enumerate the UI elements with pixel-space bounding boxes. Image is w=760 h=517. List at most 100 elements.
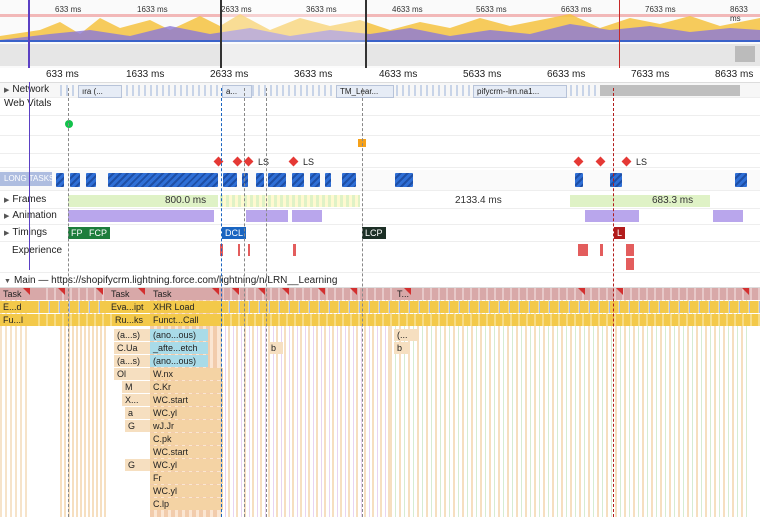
layout-shift[interactable]: [293, 244, 296, 256]
function-block[interactable]: WC.yl: [150, 485, 223, 497]
long-task[interactable]: [242, 173, 248, 187]
flame-row: Task Task Task T...: [0, 288, 760, 301]
expand-arrow-icon[interactable]: ▶: [4, 87, 10, 94]
anonymous-block[interactable]: (a...s): [114, 355, 151, 367]
ruler-tick: 6633 ms: [547, 69, 586, 80]
frames-track-label[interactable]: ▶Frames: [4, 194, 46, 205]
network-request[interactable]: [600, 85, 740, 96]
long-task[interactable]: [268, 173, 286, 187]
long-task[interactable]: [610, 173, 622, 187]
anonymous-block[interactable]: (ano...ous): [150, 329, 208, 341]
function-block[interactable]: G: [125, 420, 151, 432]
animation-track[interactable]: ▶ Animation: [0, 208, 760, 225]
main-thread-label[interactable]: ▼ Main — https://shopifycrm.lightning.for…: [4, 275, 338, 286]
ruler-tick: 2633 ms: [210, 69, 249, 80]
animation-bar[interactable]: [713, 210, 743, 222]
frame[interactable]: [220, 195, 360, 207]
task-block[interactable]: Task: [150, 288, 223, 300]
function-block[interactable]: a: [125, 407, 151, 419]
function-block[interactable]: X...: [122, 394, 151, 406]
function-block[interactable]: G: [125, 459, 151, 471]
network-track[interactable]: ▶ Network ıra (... a... TM_Lear... pifycr…: [0, 83, 760, 98]
frame-duration: 2133.4 ms: [455, 195, 502, 206]
long-task[interactable]: [575, 173, 583, 187]
collapse-arrow-icon[interactable]: ▼: [4, 278, 11, 285]
layout-shift[interactable]: [248, 244, 250, 256]
long-task[interactable]: [342, 173, 356, 187]
task-block[interactable]: T...: [394, 288, 419, 300]
layout-shift[interactable]: [578, 244, 588, 256]
function-block[interactable]: WC.yl: [150, 459, 223, 471]
xhr-load-block[interactable]: XHR Load: [150, 301, 223, 313]
long-task[interactable]: [86, 173, 96, 187]
fp-badge[interactable]: FP: [68, 227, 86, 239]
timings-track-label[interactable]: ▶Timings: [4, 227, 47, 238]
network-request[interactable]: TM_Lear...: [336, 85, 394, 98]
long-task[interactable]: [292, 173, 304, 187]
function-block[interactable]: W.nx: [150, 368, 223, 380]
evaluate-script-block[interactable]: Eva...ipt: [108, 301, 151, 313]
function-block[interactable]: WC.start: [150, 446, 223, 458]
function-call-block[interactable]: Fu...l: [0, 314, 33, 326]
frame[interactable]: [570, 195, 710, 207]
animation-track-label[interactable]: ▶ Animation: [4, 210, 57, 221]
function-block[interactable]: C.pk: [150, 433, 223, 445]
network-request[interactable]: ıra (...: [78, 85, 122, 98]
layout-shift[interactable]: [600, 244, 603, 256]
task-block[interactable]: Task: [108, 288, 151, 300]
expand-arrow-icon[interactable]: ▶: [4, 230, 10, 237]
function-block[interactable]: Fr: [150, 472, 223, 484]
animation-bar[interactable]: [292, 210, 322, 222]
long-task[interactable]: [70, 173, 80, 187]
task-block[interactable]: Task: [0, 288, 43, 300]
function-block[interactable]: M: [122, 381, 151, 393]
anonymous-block[interactable]: (...: [394, 329, 419, 341]
network-label: Network: [12, 84, 50, 95]
long-task[interactable]: [395, 173, 413, 187]
evaluate-script-block[interactable]: E...d: [0, 301, 33, 313]
ruler-tick: 1633 ms: [126, 69, 165, 80]
layout-shift[interactable]: [626, 244, 634, 256]
long-task[interactable]: [56, 173, 64, 187]
long-task[interactable]: [108, 173, 218, 187]
anonymous-block[interactable]: (a...s): [114, 329, 151, 341]
function-block[interactable]: C.lp: [150, 498, 223, 510]
animation-bar[interactable]: [68, 210, 214, 222]
layout-shift[interactable]: [626, 258, 634, 270]
expand-arrow-icon[interactable]: ▶: [4, 197, 10, 204]
after-fetch-block[interactable]: _afte...etch: [150, 342, 208, 354]
ls-label: LS: [636, 157, 648, 167]
dcl-badge[interactable]: DCL: [222, 227, 247, 239]
network-track-label[interactable]: ▶ Network: [4, 84, 49, 95]
long-task[interactable]: [256, 173, 264, 187]
long-task[interactable]: [223, 173, 237, 187]
overview-tick: 633 ms: [55, 5, 82, 14]
load-badge[interactable]: L: [614, 227, 626, 239]
expand-arrow-icon[interactable]: ▶: [4, 213, 10, 220]
timeline-overview[interactable]: 633 ms 1633 ms 2633 ms 3633 ms 4633 ms 5…: [0, 0, 760, 68]
anonymous-block[interactable]: (ano...ous): [150, 355, 208, 367]
function-block[interactable]: Ol: [114, 368, 151, 380]
animation-bar[interactable]: [585, 210, 639, 222]
function-block[interactable]: C.Ua: [114, 342, 151, 354]
function-block[interactable]: b: [268, 342, 283, 354]
animation-bar[interactable]: [246, 210, 288, 222]
long-task[interactable]: [310, 173, 320, 187]
long-task[interactable]: [735, 173, 747, 187]
fcp-badge[interactable]: FCP: [86, 227, 110, 239]
function-block[interactable]: wJ.Jr: [150, 420, 223, 432]
main-thread-header[interactable]: ▼ Main — https://shopifycrm.lightning.for…: [0, 274, 760, 288]
network-request[interactable]: pifycrm--lrn.na1...: [473, 85, 567, 98]
run-microtasks-block[interactable]: Ru...ks: [112, 314, 151, 326]
function-block[interactable]: WC.yl: [150, 407, 223, 419]
experience-track[interactable]: Experience: [0, 242, 760, 273]
frame[interactable]: [68, 195, 218, 207]
function-block[interactable]: b: [394, 342, 409, 354]
lcp-badge[interactable]: LCP: [362, 227, 386, 239]
function-call-block[interactable]: Funct...Call: [150, 314, 223, 326]
fcp-marker[interactable]: [65, 120, 73, 128]
function-block[interactable]: WC.start: [150, 394, 223, 406]
long-task[interactable]: [325, 173, 331, 187]
layout-shift[interactable]: [238, 244, 240, 256]
function-block[interactable]: C.Kr: [150, 381, 223, 393]
